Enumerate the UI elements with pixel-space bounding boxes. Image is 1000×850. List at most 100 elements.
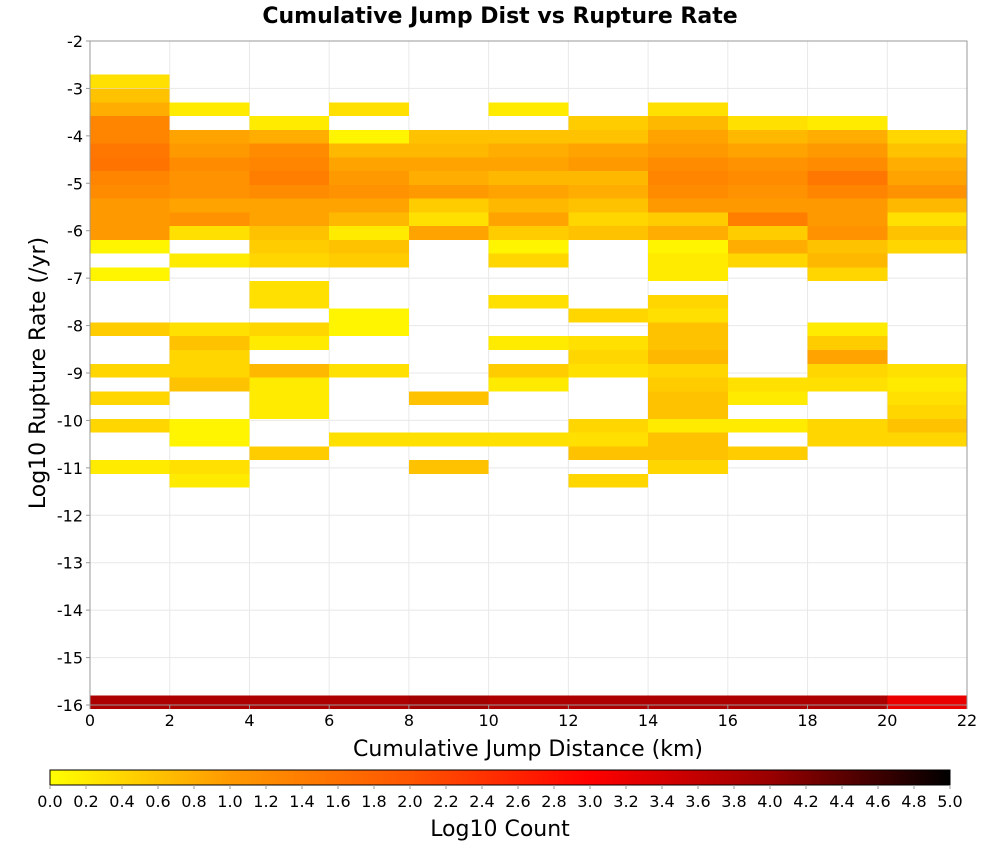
heatmap-cell bbox=[568, 349, 649, 364]
heatmap-cell bbox=[169, 198, 250, 213]
heatmap-cell bbox=[887, 184, 967, 199]
heatmap-cell bbox=[887, 432, 967, 447]
heatmap-cell-bottom bbox=[727, 695, 808, 710]
colorbar-tick-label: 1.2 bbox=[253, 792, 278, 811]
heatmap-cell bbox=[169, 432, 250, 447]
heatmap-cell bbox=[648, 336, 728, 350]
heatmap-cell bbox=[249, 377, 330, 392]
heatmap-cell bbox=[90, 74, 170, 89]
heatmap-cell bbox=[727, 418, 808, 433]
x-tick-label: 0 bbox=[85, 711, 95, 730]
colorbar-tick-label: 0.6 bbox=[145, 792, 170, 811]
y-axis-label: Log10 Rupture Rate (/yr) bbox=[26, 237, 51, 509]
heatmap-cell bbox=[169, 157, 250, 172]
heatmap-cell bbox=[807, 157, 888, 172]
heatmap-cell bbox=[568, 308, 649, 323]
x-tick-label: 22 bbox=[957, 711, 977, 730]
y-tick-label: -15 bbox=[57, 649, 83, 668]
heatmap-cell bbox=[887, 391, 967, 406]
heatmap-cell bbox=[727, 377, 808, 392]
heatmap-cell bbox=[249, 212, 330, 227]
heatmap-cell bbox=[329, 212, 409, 227]
heatmap-cell bbox=[648, 418, 728, 433]
heatmap-cell bbox=[488, 102, 569, 117]
heatmap-cell bbox=[329, 129, 409, 144]
colorbar-label: Log10 Count bbox=[430, 817, 570, 842]
y-tick-label: -7 bbox=[67, 269, 83, 288]
heatmap-cell bbox=[648, 391, 728, 406]
heatmap-cell bbox=[648, 308, 728, 323]
colorbar-tick-label: 4.0 bbox=[757, 792, 782, 811]
chart-title: Cumulative Jump Dist vs Rupture Rate bbox=[262, 4, 737, 29]
heatmap-cell bbox=[90, 226, 170, 240]
heatmap-cell bbox=[169, 363, 250, 378]
heatmap-cell bbox=[249, 143, 330, 158]
y-tick-label: -6 bbox=[67, 222, 83, 241]
heatmap-cell bbox=[329, 363, 409, 378]
heatmap-cell bbox=[408, 129, 489, 144]
heatmap-cell bbox=[807, 129, 888, 144]
heatmap-cell bbox=[90, 102, 170, 117]
heatmap-cell bbox=[727, 391, 808, 406]
colorbar-tick-label: 3.4 bbox=[649, 792, 674, 811]
heatmap-cell bbox=[887, 418, 967, 433]
heatmap-cell bbox=[887, 405, 967, 419]
heatmap-cell bbox=[329, 226, 409, 240]
y-tick-label: -2 bbox=[67, 32, 83, 51]
heatmap-cell bbox=[648, 226, 728, 240]
heatmap-cell bbox=[488, 198, 569, 213]
heatmap-cell bbox=[90, 129, 170, 144]
colorbar-tick-label: 0.4 bbox=[109, 792, 134, 811]
x-tick-label: 14 bbox=[638, 711, 658, 730]
heatmap-cell-bottom bbox=[329, 695, 409, 710]
heatmap-cell bbox=[568, 198, 649, 213]
x-tick-label: 6 bbox=[324, 711, 334, 730]
heatmap-cell bbox=[807, 184, 888, 199]
heatmap-cell bbox=[249, 322, 330, 337]
heatmap-cell bbox=[887, 226, 967, 240]
heatmap-cell bbox=[887, 239, 967, 254]
heatmap-cell bbox=[249, 129, 330, 144]
heatmap-cell bbox=[488, 129, 569, 144]
heatmap-cell bbox=[169, 473, 250, 488]
heatmap-cell bbox=[90, 143, 170, 158]
heatmap-cell bbox=[648, 116, 728, 130]
heatmap-cell bbox=[807, 349, 888, 364]
heatmap-cell bbox=[249, 171, 330, 185]
heatmap-cell bbox=[90, 198, 170, 213]
heatmap-cell bbox=[887, 143, 967, 158]
heatmap-cell bbox=[648, 157, 728, 172]
heatmap-cell bbox=[648, 363, 728, 378]
x-tick-label: 18 bbox=[797, 711, 817, 730]
y-tick-label: -8 bbox=[67, 317, 83, 336]
x-tick-label: 20 bbox=[877, 711, 897, 730]
heatmap-cell bbox=[648, 143, 728, 158]
heatmap-cell bbox=[169, 226, 250, 240]
heatmap-cell bbox=[807, 239, 888, 254]
colorbar-tick-label: 3.8 bbox=[721, 792, 746, 811]
y-tick-label: -12 bbox=[57, 506, 83, 525]
colorbar-tick-label: 2.4 bbox=[469, 792, 494, 811]
heatmap-cell bbox=[648, 405, 728, 419]
heatmap-cell bbox=[249, 405, 330, 419]
heatmap-cell bbox=[90, 363, 170, 378]
heatmap-cell bbox=[169, 377, 250, 392]
heatmap-cell bbox=[408, 143, 489, 158]
heatmap-cell bbox=[727, 253, 808, 268]
heatmap-cell bbox=[169, 460, 250, 474]
heatmap-cell bbox=[648, 460, 728, 474]
heatmap-cell bbox=[807, 212, 888, 227]
y-axis-ticks: -2 -3 -4 -5 -6 -7 -8 -9 -10 -11 -12 -13 -14 -15 -16 bbox=[57, 32, 90, 715]
colorbar-tick-label: 1.6 bbox=[325, 792, 350, 811]
heatmap-cell bbox=[408, 432, 489, 447]
heatmap-cell bbox=[568, 157, 649, 172]
heatmap-cell-bottom bbox=[648, 695, 728, 710]
x-tick-label: 8 bbox=[404, 711, 414, 730]
heatmap-cell bbox=[90, 391, 170, 406]
heatmap-cell bbox=[90, 418, 170, 433]
colorbar-tick-label: 0.0 bbox=[37, 792, 62, 811]
x-axis-label: Cumulative Jump Distance (km) bbox=[353, 737, 703, 762]
heatmap-cell bbox=[648, 212, 728, 227]
heatmap-cell bbox=[249, 198, 330, 213]
colorbar-tick-label: 1.4 bbox=[289, 792, 314, 811]
